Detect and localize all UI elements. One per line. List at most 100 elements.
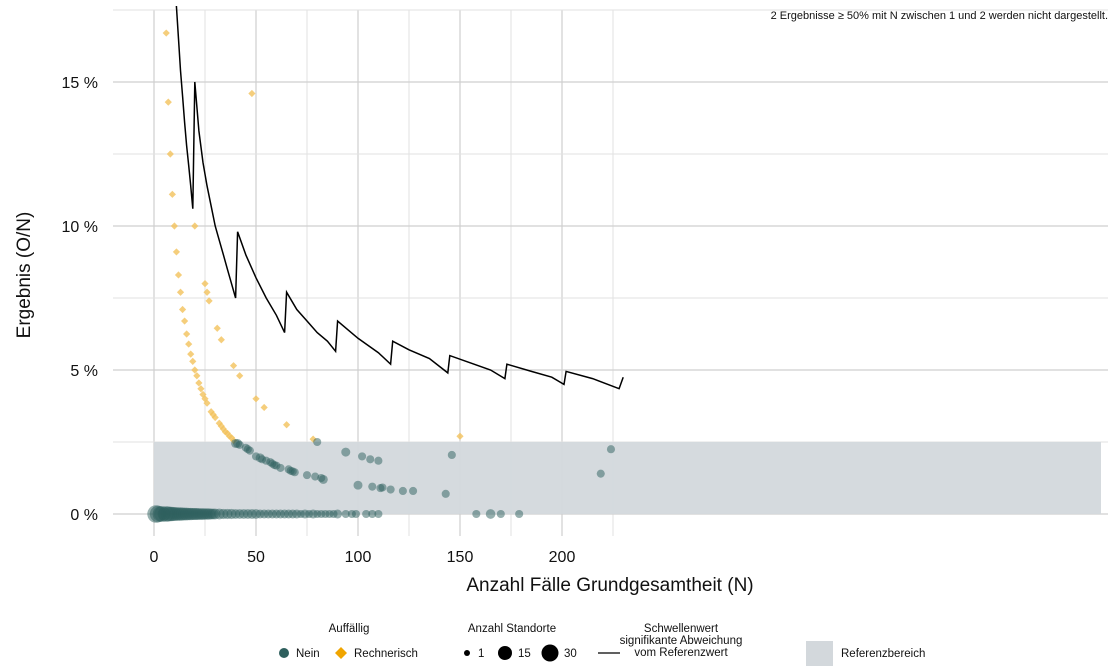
point-rechnerisch — [219, 425, 227, 433]
point-rechnerisch — [248, 89, 256, 98]
point-nein — [341, 447, 351, 457]
x-tick-label: 100 — [345, 549, 372, 566]
point-rechnerisch — [170, 222, 178, 230]
point-rechnerisch — [193, 372, 201, 380]
legend-label-rechnerisch: Rechnerisch — [354, 648, 418, 660]
point-rechnerisch — [185, 340, 193, 348]
point-nein — [358, 452, 367, 461]
point-rechnerisch — [236, 372, 244, 380]
point-rechnerisch — [456, 432, 464, 440]
point-rechnerisch — [183, 330, 191, 338]
point-nein — [378, 483, 387, 492]
legend-size-label-15: 15 — [518, 648, 531, 660]
legend-size-label-1: 1 — [478, 648, 484, 660]
legend-size-30 — [541, 644, 559, 662]
point-nein — [318, 474, 328, 484]
point-rechnerisch — [283, 421, 291, 429]
legend-title-standorte: Anzahl Standorte — [468, 623, 556, 635]
point-nein — [398, 486, 407, 496]
point-nein — [409, 486, 418, 496]
point-rechnerisch — [197, 385, 205, 393]
axes: 0 50 100 150 200 0 % 5 % 10 % 15 % — [62, 75, 576, 566]
point-rechnerisch — [223, 429, 232, 437]
point-nein — [447, 450, 456, 460]
point-nein — [374, 509, 383, 519]
point-rechnerisch — [172, 248, 181, 256]
legend-threshold-label-1: Schwellenwert — [644, 623, 719, 635]
x-axis-title: Anzahl Fälle Grundgesamtheit (N) — [466, 575, 753, 596]
point-rechnerisch — [164, 98, 172, 106]
point-rechnerisch — [203, 288, 211, 296]
point-rechnerisch — [205, 297, 213, 305]
point-rechnerisch — [201, 395, 209, 403]
point-rechnerisch — [187, 350, 195, 358]
legend-reference-swatch — [806, 641, 833, 666]
reference-range-band — [154, 442, 1101, 514]
point-nein — [368, 509, 377, 519]
point-nein — [333, 509, 343, 519]
x-tick-label: 150 — [447, 549, 474, 566]
x-tick-label: 0 — [150, 549, 159, 566]
point-nein — [374, 456, 383, 465]
point-rechnerisch — [191, 222, 199, 230]
point-rechnerisch — [174, 271, 183, 279]
point-rechnerisch — [229, 362, 238, 370]
point-nein — [341, 509, 350, 519]
legend-label-nein: Nein — [296, 648, 320, 660]
y-tick-label: 10 % — [62, 219, 98, 236]
point-rechnerisch — [215, 419, 223, 427]
threshold-line — [175, 5, 624, 390]
point-nein — [606, 445, 616, 454]
point-rechnerisch — [181, 317, 189, 325]
legend-size-1 — [464, 650, 470, 656]
y-tick-label: 0 % — [70, 507, 98, 524]
legend-marker-nein — [279, 648, 289, 658]
point-nein — [276, 463, 285, 472]
legend-size-label-30: 30 — [564, 648, 577, 660]
point-nein — [351, 509, 361, 519]
reference-range — [154, 442, 1101, 514]
x-tick-label: 50 — [247, 549, 265, 566]
point-rechnerisch — [252, 395, 260, 403]
point-nein — [515, 509, 524, 519]
legend-title-auffaellig: Auffällig — [329, 623, 370, 635]
point-nein — [290, 468, 299, 477]
point-rechnerisch — [260, 403, 268, 412]
y-axis-title: Ergebnis (O/N) — [14, 212, 35, 339]
point-rechnerisch — [195, 379, 203, 387]
legend-marker-rechnerisch — [335, 647, 347, 659]
point-rechnerisch — [166, 150, 174, 158]
y-tick-label: 15 % — [62, 75, 98, 92]
point-rechnerisch — [211, 413, 219, 422]
point-nein — [596, 469, 605, 478]
point-nein — [235, 440, 244, 449]
y-tick-label: 5 % — [70, 363, 98, 380]
point-rechnerisch — [213, 324, 221, 332]
point-nein — [311, 472, 320, 481]
point-rechnerisch — [168, 190, 176, 198]
point-nein — [366, 455, 375, 464]
point-nein — [313, 437, 322, 447]
legend-size-15 — [498, 646, 512, 660]
point-nein — [368, 482, 377, 491]
point-rechnerisch — [203, 399, 211, 407]
point-rechnerisch — [201, 280, 209, 288]
legend-threshold-label-3: vom Referenzwert — [634, 647, 728, 659]
point-nein — [362, 509, 371, 519]
point-rechnerisch — [217, 336, 225, 344]
point-rechnerisch — [178, 305, 187, 314]
point-rechnerisch — [189, 357, 197, 365]
point-nein — [353, 480, 363, 490]
legend: Auffällig Nein Rechnerisch Anzahl Stando… — [279, 623, 925, 666]
point-nein — [441, 489, 450, 498]
chart-note: 2 Ergebnisse ≥ 50% mit N zwischen 1 und … — [771, 10, 1108, 22]
point-nein — [386, 485, 395, 494]
x-tick-label: 200 — [549, 549, 576, 566]
threshold-path — [175, 5, 624, 390]
legend-reference-label: Referenzbereich — [841, 648, 925, 660]
legend-threshold-label-2: signifikante Abweichung — [620, 635, 743, 647]
point-nein — [496, 509, 505, 519]
point-nein — [472, 509, 481, 519]
